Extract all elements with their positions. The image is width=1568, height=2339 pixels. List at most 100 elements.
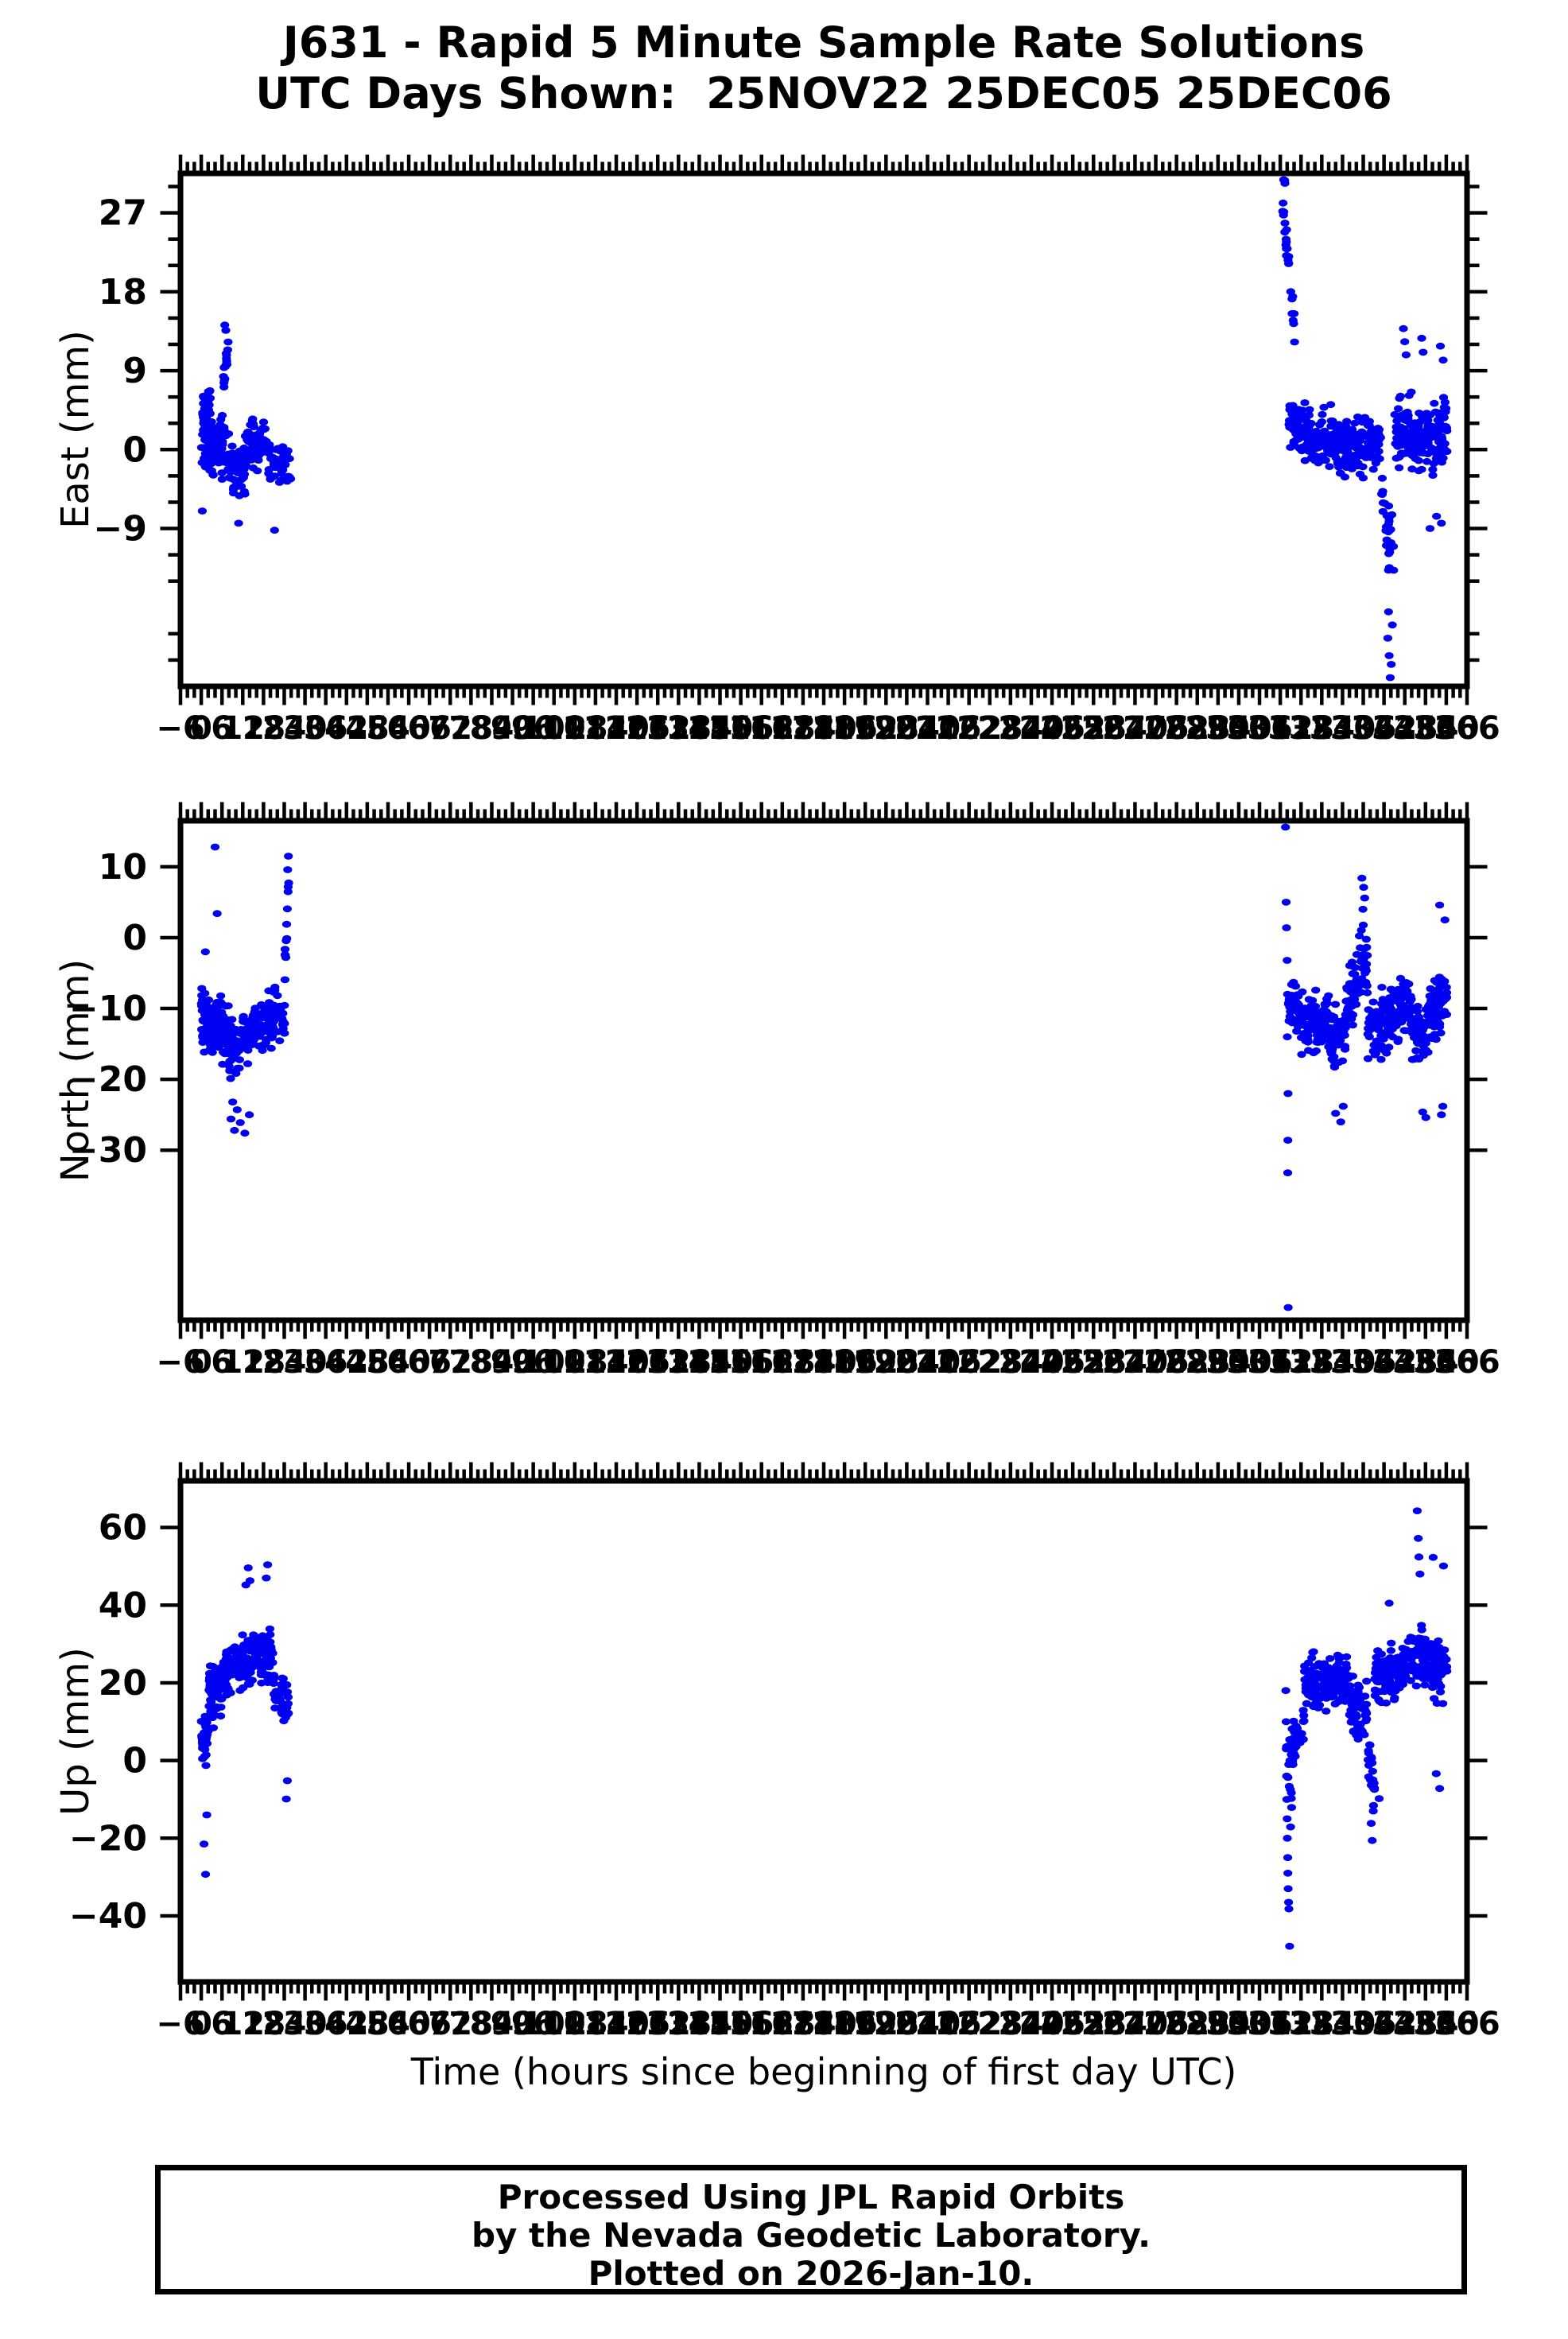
svg-text:162: 162 bbox=[728, 1344, 795, 1381]
svg-text:168: 168 bbox=[749, 1344, 816, 1381]
chart-title: J631 - Rapid 5 Minute Sample Rate Soluti… bbox=[282, 17, 1365, 68]
svg-text:150: 150 bbox=[687, 2006, 754, 2042]
footer-line-lab: by the Nevada Geodetic Laboratory. bbox=[471, 2216, 1151, 2255]
svg-text:30: 30 bbox=[283, 2006, 328, 2042]
svg-text:78: 78 bbox=[449, 710, 494, 747]
svg-text:162: 162 bbox=[728, 710, 795, 747]
svg-text:114: 114 bbox=[562, 2006, 629, 2042]
svg-text:282: 282 bbox=[1143, 2006, 1210, 2042]
svg-text:54: 54 bbox=[366, 1344, 410, 1381]
svg-text:300: 300 bbox=[1205, 2006, 1272, 2042]
svg-text:27: 27 bbox=[99, 193, 147, 234]
svg-text:222: 222 bbox=[936, 710, 1003, 747]
svg-text:222: 222 bbox=[936, 2006, 1003, 2042]
svg-text:144: 144 bbox=[666, 2006, 733, 2042]
svg-text:48: 48 bbox=[345, 1344, 390, 1381]
svg-text:18: 18 bbox=[242, 710, 286, 747]
svg-text:132: 132 bbox=[624, 710, 691, 747]
svg-text:36: 36 bbox=[304, 1344, 348, 1381]
svg-text:144: 144 bbox=[666, 1344, 733, 1381]
svg-text:198: 198 bbox=[853, 710, 920, 747]
svg-text:264: 264 bbox=[1081, 710, 1148, 747]
svg-text:−6: −6 bbox=[156, 2006, 204, 2042]
svg-text:216: 216 bbox=[915, 710, 982, 747]
svg-text:102: 102 bbox=[521, 710, 588, 747]
north-data-points bbox=[196, 823, 1452, 1311]
footer-line-date: Plotted on 2026-Jan-10. bbox=[588, 2254, 1034, 2293]
svg-text:132: 132 bbox=[624, 1344, 691, 1381]
svg-text:156: 156 bbox=[708, 2006, 774, 2042]
svg-text:318: 318 bbox=[1267, 1344, 1334, 1381]
svg-text:186: 186 bbox=[811, 1344, 878, 1381]
svg-text:174: 174 bbox=[770, 710, 836, 747]
svg-text:312: 312 bbox=[1247, 2006, 1314, 2042]
up-y-ticks bbox=[160, 1525, 1488, 1918]
svg-text:138: 138 bbox=[646, 2006, 712, 2042]
svg-text:330: 330 bbox=[1310, 710, 1376, 747]
svg-text:204: 204 bbox=[874, 710, 941, 747]
svg-text:−40: −40 bbox=[69, 1896, 147, 1937]
svg-text:0: 0 bbox=[122, 918, 147, 958]
svg-text:60: 60 bbox=[386, 710, 431, 747]
svg-text:0: 0 bbox=[122, 429, 147, 470]
svg-text:20: 20 bbox=[99, 1663, 147, 1704]
svg-text:234: 234 bbox=[977, 2006, 1044, 2042]
svg-text:240: 240 bbox=[998, 710, 1065, 747]
svg-text:354: 354 bbox=[1392, 1344, 1459, 1381]
svg-text:168: 168 bbox=[749, 710, 816, 747]
svg-text:54: 54 bbox=[366, 710, 410, 747]
svg-text:198: 198 bbox=[853, 2006, 920, 2042]
svg-text:66: 66 bbox=[407, 1344, 452, 1381]
up-panel: 6040200−20−40−60612182430364248546066727… bbox=[69, 1462, 1500, 2042]
svg-text:102: 102 bbox=[521, 2006, 588, 2042]
svg-text:−10: −10 bbox=[69, 989, 147, 1029]
svg-text:144: 144 bbox=[666, 710, 733, 747]
svg-text:12: 12 bbox=[220, 1344, 265, 1381]
svg-text:228: 228 bbox=[957, 710, 1023, 747]
svg-text:156: 156 bbox=[708, 710, 774, 747]
svg-text:180: 180 bbox=[790, 710, 857, 747]
svg-text:72: 72 bbox=[428, 710, 472, 747]
svg-text:252: 252 bbox=[1039, 1344, 1106, 1381]
svg-text:40: 40 bbox=[99, 1585, 147, 1626]
svg-text:258: 258 bbox=[1061, 710, 1127, 747]
svg-text:282: 282 bbox=[1143, 1344, 1210, 1381]
svg-text:252: 252 bbox=[1039, 2006, 1106, 2042]
svg-text:216: 216 bbox=[915, 2006, 982, 2042]
svg-text:246: 246 bbox=[1019, 1344, 1085, 1381]
svg-text:360: 360 bbox=[1413, 710, 1480, 747]
svg-text:258: 258 bbox=[1061, 2006, 1127, 2042]
svg-text:186: 186 bbox=[811, 2006, 878, 2042]
svg-text:0: 0 bbox=[190, 1344, 212, 1381]
svg-text:108: 108 bbox=[541, 710, 608, 747]
svg-text:300: 300 bbox=[1205, 710, 1272, 747]
svg-text:48: 48 bbox=[345, 2006, 390, 2042]
svg-text:102: 102 bbox=[521, 1344, 588, 1381]
svg-text:336: 336 bbox=[1330, 710, 1397, 747]
svg-text:342: 342 bbox=[1351, 2006, 1418, 2042]
svg-text:0: 0 bbox=[190, 2006, 212, 2042]
svg-text:24: 24 bbox=[262, 2006, 307, 2042]
svg-text:0: 0 bbox=[122, 1741, 147, 1781]
svg-text:294: 294 bbox=[1185, 710, 1252, 747]
north-panel: 100−10−20−30−606121824303642485460667278… bbox=[69, 802, 1500, 1381]
svg-text:204: 204 bbox=[874, 1344, 941, 1381]
svg-text:24: 24 bbox=[262, 1344, 307, 1381]
east-frame bbox=[177, 170, 1470, 690]
svg-text:96: 96 bbox=[511, 2006, 556, 2042]
east-y-ticks bbox=[160, 185, 1488, 662]
svg-text:276: 276 bbox=[1123, 1344, 1190, 1381]
svg-text:198: 198 bbox=[853, 1344, 920, 1381]
svg-text:294: 294 bbox=[1185, 1344, 1252, 1381]
svg-text:240: 240 bbox=[998, 1344, 1065, 1381]
svg-text:324: 324 bbox=[1289, 710, 1356, 747]
svg-text:126: 126 bbox=[604, 2006, 670, 2042]
svg-text:318: 318 bbox=[1267, 710, 1334, 747]
up-x-ticks bbox=[178, 1462, 1469, 2001]
svg-text:366: 366 bbox=[1434, 1344, 1500, 1381]
svg-text:228: 228 bbox=[957, 1344, 1023, 1381]
svg-text:264: 264 bbox=[1081, 1344, 1148, 1381]
svg-text:234: 234 bbox=[977, 1344, 1044, 1381]
svg-text:138: 138 bbox=[646, 1344, 712, 1381]
